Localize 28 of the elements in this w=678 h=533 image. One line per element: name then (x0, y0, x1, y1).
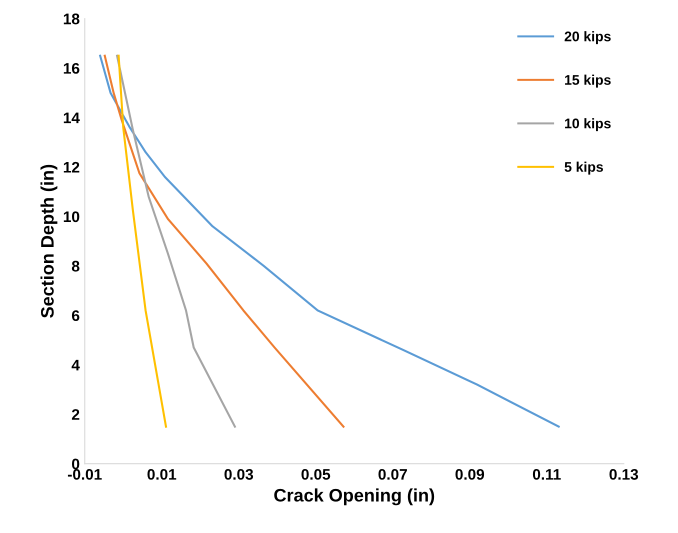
line-series (99, 54, 560, 428)
legend-label: 15 kips (565, 74, 611, 88)
y-tick-label: 2 (72, 409, 80, 420)
x-axis-title: Crack Opening (in) (274, 488, 434, 506)
line-series (104, 54, 345, 428)
line-series (116, 54, 236, 428)
x-tick-label: 0.03 (224, 468, 254, 480)
y-tick-label: 16 (64, 62, 80, 74)
y-tick-label: 18 (64, 14, 80, 24)
y-tick-label: 4 (72, 360, 80, 370)
y-tick-label: 6 (72, 310, 80, 322)
line-series (118, 54, 168, 428)
y-tick-label: 12 (64, 162, 80, 173)
y-tick-label: 14 (64, 112, 80, 124)
legend-label: 5 kips (564, 162, 603, 175)
legend-label: 10 kips (565, 118, 611, 132)
legend-label: 20 kips (564, 31, 611, 44)
x-tick-label: -0.01 (68, 468, 102, 480)
x-tick-label: 0.01 (147, 468, 176, 480)
y-tick-label: 10 (64, 211, 80, 222)
y-tick-label: 0 (72, 458, 80, 470)
x-tick-label: 0.09 (455, 468, 484, 480)
x-tick-label: 0.07 (378, 468, 407, 480)
x-tick-label: 0.13 (610, 468, 638, 480)
x-tick-label: 0.05 (301, 468, 330, 480)
y-tick-label: 8 (72, 260, 80, 272)
x-tick-label: 0.11 (532, 468, 561, 480)
y-axis-title: Section Depth (in) (40, 164, 58, 318)
